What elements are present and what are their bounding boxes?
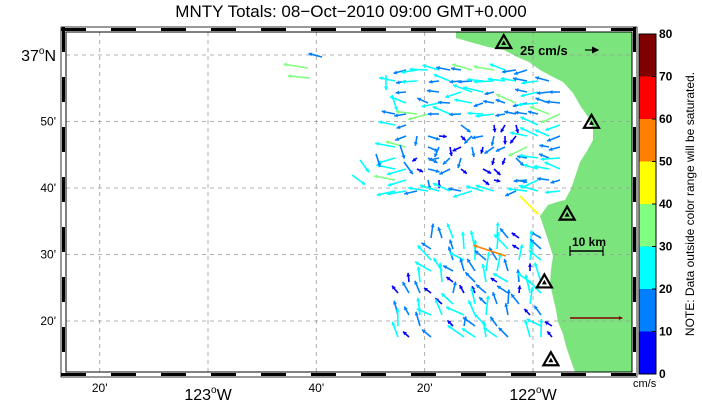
colorbar-segment — [639, 77, 656, 120]
colorbar-tick-label: 50 — [659, 155, 673, 169]
colorbar-tick-label: 80 — [659, 27, 673, 41]
colorbar-note-text: NOTE: Data outside color range will be s… — [683, 72, 697, 336]
colorbar-segment — [639, 34, 656, 77]
lat-labels: 37oN 50' 40' 30' 20' — [21, 46, 56, 328]
colorbar-segment — [639, 204, 656, 247]
lat-label: 40' — [40, 181, 56, 195]
colorbar-tick-label: 30 — [659, 240, 673, 254]
lon-label: 123oW — [184, 385, 232, 404]
lat-label: 30' — [40, 247, 56, 261]
colorbar-segment — [639, 119, 656, 162]
colorbar-segment — [639, 332, 656, 375]
colorbar: 80 70 60 50 40 30 20 10 0cm/s — [633, 27, 673, 390]
lat-label: 37oN — [21, 46, 56, 65]
colorbar-tick-label: 40 — [659, 197, 673, 211]
colorbar-tick-label: 60 — [659, 112, 673, 126]
colorbar-segment — [639, 162, 656, 205]
colorbar-tick-label: 10 — [659, 325, 673, 339]
colorbar-tick-label: 20 — [659, 282, 673, 296]
colorbar-unit: cm/s — [633, 378, 657, 390]
colorbar-note: NOTE: Data outside color range will be s… — [680, 36, 700, 372]
colorbar-tick-label: 70 — [659, 70, 673, 84]
lat-label: 20' — [40, 314, 56, 328]
lat-label: 50' — [40, 115, 56, 129]
lon-label: 122oW — [509, 385, 557, 404]
scale-bar-label: 10 km — [572, 235, 606, 249]
lon-label: 40' — [309, 381, 325, 395]
colorbar-tick-label: 0 — [659, 367, 666, 381]
scale-arrow-label: 25 cm/s — [520, 43, 568, 58]
colorbar-segment — [639, 247, 656, 290]
lon-label: 20' — [417, 381, 433, 395]
lon-label: 20' — [92, 381, 108, 395]
colorbar-segment — [639, 289, 656, 332]
lon-labels: 20' 123oW 40' 20' 122oW — [92, 381, 558, 404]
